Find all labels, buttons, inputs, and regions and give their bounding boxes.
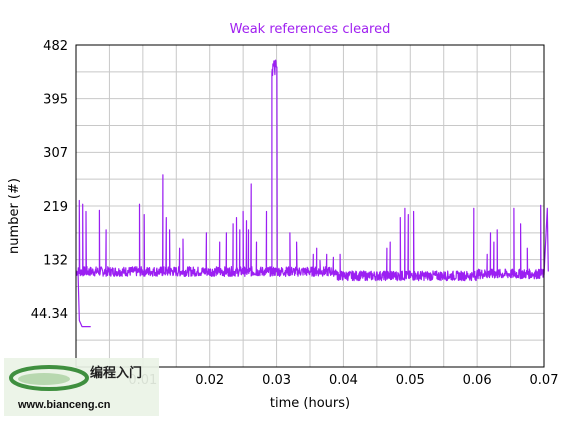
y-axis-label: number (#) <box>7 178 22 254</box>
x-tick-label: 0.04 <box>329 373 358 388</box>
x-tick-label: 0.05 <box>396 373 425 388</box>
series-line <box>75 174 549 282</box>
x-axis-label: time (hours) <box>270 396 350 411</box>
series-drop <box>77 271 91 328</box>
y-axis: 44.34 132 219 307 395 482 <box>31 39 68 322</box>
x-tick-label: 0.06 <box>463 373 492 388</box>
logo-swoosh-icon <box>9 365 89 391</box>
watermark-url: www.bianceng.cn <box>17 399 111 411</box>
x-tick-label: 0.03 <box>262 373 291 388</box>
plot-frame <box>75 44 545 368</box>
x-axis: 0.010.020.030.040.050.060.07 <box>128 373 558 388</box>
y-tick-label: 395 <box>43 92 68 107</box>
chart-title: Weak references cleared <box>230 22 391 37</box>
watermark-logo: 编程入门 www.bianceng.cn <box>4 358 159 416</box>
x-tick-label: 0.02 <box>195 373 224 388</box>
y-tick-label: 482 <box>43 39 68 54</box>
series-group <box>75 59 549 328</box>
x-tick-label: 0.07 <box>530 373 559 388</box>
grid <box>76 45 544 367</box>
y-tick-label: 219 <box>43 200 68 215</box>
y-tick-label: 132 <box>43 253 68 268</box>
watermark-chinese: 编程入门 <box>90 365 142 381</box>
series-peak <box>271 59 278 272</box>
y-tick-label: 44.34 <box>31 307 68 322</box>
y-tick-label: 307 <box>43 146 68 161</box>
